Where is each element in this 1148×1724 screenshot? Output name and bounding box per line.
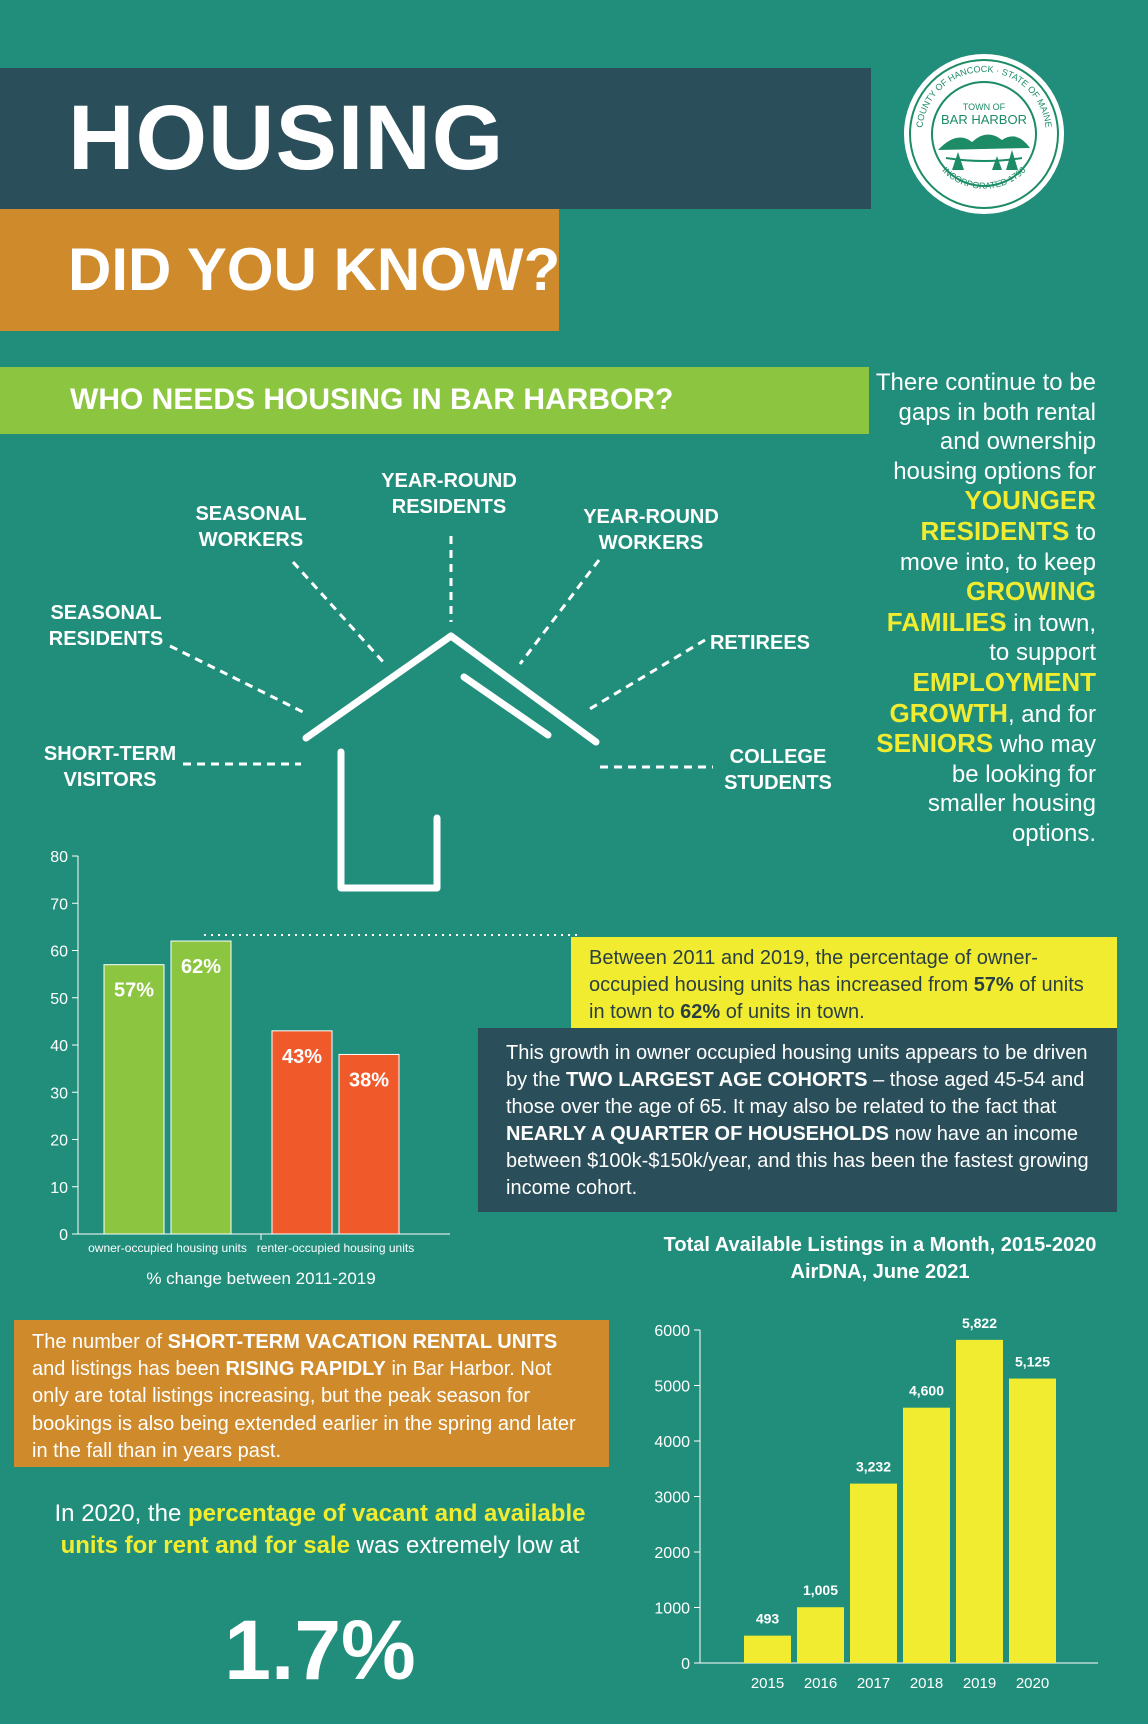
y-tick-label: 10	[50, 1180, 68, 1197]
y-tick-label: 50	[50, 991, 68, 1008]
bar	[338, 1053, 400, 1235]
connector-lines	[169, 536, 713, 769]
bar-value-label: 1,005	[803, 1582, 838, 1598]
listings-chart-title: Total Available Listings in a Month, 201…	[663, 1234, 1097, 1283]
x-tick-label: 2015	[751, 1675, 784, 1692]
title-band	[0, 68, 871, 209]
y-tick-label: 2000	[654, 1545, 690, 1562]
tenure-bar-chart: 0 10 20 30 40 50 60 70 80 57% 62% 43% 38% owner-occ…	[50, 850, 450, 1288]
y-tick-label: 30	[50, 1085, 68, 1102]
bar-value-label: 38%	[349, 1069, 389, 1091]
house-diagram	[169, 536, 713, 892]
bar-value-label: 3,232	[856, 1459, 891, 1475]
label-year-round-residents: YEAR-ROUND RESIDENTS	[381, 470, 517, 518]
bar-value-label: 62%	[181, 956, 221, 978]
x-tick-label: 2018	[910, 1675, 943, 1692]
subtitle-band	[0, 209, 559, 331]
bar	[1009, 1378, 1056, 1663]
y-tick-label: 5000	[654, 1379, 690, 1396]
bar	[956, 1339, 1003, 1663]
label-year-round-workers: YEAR-ROUND WORKERS	[583, 506, 719, 554]
label-retirees: RETIREES	[709, 632, 811, 654]
bar-value-label: 4,600	[909, 1383, 944, 1399]
x-tick-label: 2017	[857, 1675, 890, 1692]
bar	[744, 1635, 791, 1663]
y-tick-label: 4000	[654, 1434, 690, 1451]
bar	[170, 940, 232, 1235]
label-seasonal-workers: SEASONAL WORKERS	[195, 503, 307, 551]
house-icon	[302, 632, 600, 892]
bar-value-label: 493	[756, 1611, 780, 1627]
y-tick-label: 20	[50, 1133, 68, 1150]
x-category-label: renter-occupied housing units	[257, 1241, 414, 1255]
page-title: HOUSING	[68, 87, 505, 189]
owner-occupied-callout: Between 2011 and 2019, the percentage of…	[571, 937, 1117, 1029]
svg-text:BAR HARBOR: BAR HARBOR	[941, 112, 1027, 127]
label-short-term-visitors: SHORT-TERM VISITORS	[43, 743, 177, 791]
svg-text:TOWN OF: TOWN OF	[963, 102, 1006, 112]
bar-value-label: 5,125	[1015, 1354, 1050, 1370]
bar	[271, 1030, 333, 1235]
x-tick-label: 2019	[963, 1675, 996, 1692]
housing-gaps-text: There continue to be gaps in both rental…	[875, 369, 1096, 847]
bar	[850, 1483, 897, 1663]
vacancy-rate-value: 1.7%	[224, 1603, 416, 1697]
x-tick-label: 2020	[1016, 1675, 1049, 1692]
y-tick-label: 70	[50, 896, 68, 913]
page-subtitle: DID YOU KNOW?	[68, 236, 561, 303]
section-band	[0, 367, 869, 434]
y-tick-label: 60	[50, 944, 68, 961]
x-tick-label: 2016	[804, 1675, 837, 1692]
y-tick-label: 40	[50, 1038, 68, 1055]
dotted-connector	[204, 934, 578, 936]
bar	[103, 964, 165, 1235]
section-title: WHO NEEDS HOUSING IN BAR HARBOR?	[70, 383, 674, 416]
y-tick-label: 0	[59, 1227, 68, 1244]
bar-value-label: 57%	[114, 980, 154, 1002]
short-term-rental-box: The number of SHORT-TERM VACATION RENTAL…	[14, 1320, 609, 1467]
bar	[797, 1607, 844, 1663]
vacancy-text: In 2020, the percentage of vacant and av…	[54, 1500, 586, 1559]
growth-explanation-box: This growth in owner occupied housing un…	[478, 1028, 1117, 1212]
bar-value-label: 5,822	[962, 1315, 997, 1331]
y-tick-label: 3000	[654, 1490, 690, 1507]
label-college-students: COLLEGE STUDENTS	[724, 746, 832, 794]
chart1-x-title: % change between 2011-2019	[146, 1269, 375, 1288]
label-seasonal-residents: SEASONAL RESIDENTS	[48, 602, 164, 650]
y-tick-label: 80	[50, 850, 68, 866]
town-seal-logo: COUNTY OF HANCOCK · STATE OF MAINE INCOR…	[904, 54, 1064, 214]
y-tick-label: 1000	[654, 1601, 690, 1618]
bar-value-label: 43%	[282, 1046, 322, 1068]
y-tick-label: 0	[681, 1656, 690, 1673]
y-tick-label: 6000	[654, 1323, 690, 1340]
bar	[903, 1407, 950, 1663]
x-category-label: owner-occupied housing units	[88, 1241, 247, 1255]
listings-bar-chart: 0 1000 2000 3000 4000 5000 6000 493 1,005 3,232 4…	[654, 1315, 1098, 1692]
